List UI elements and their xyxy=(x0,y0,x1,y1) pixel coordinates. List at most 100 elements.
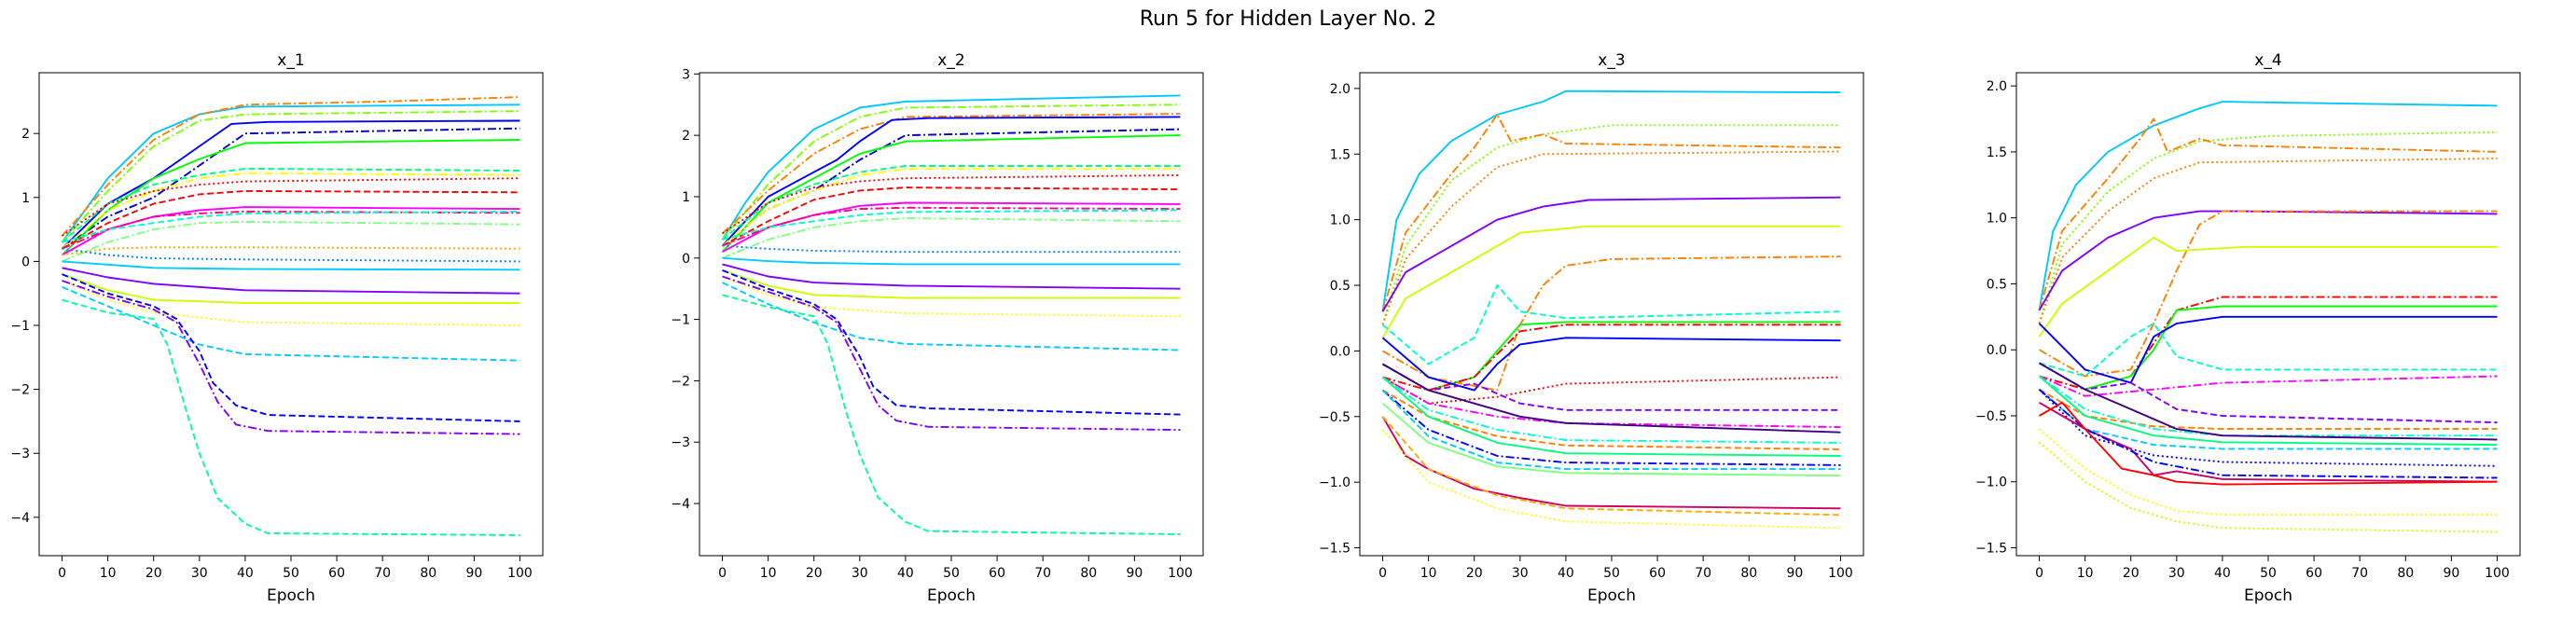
x-tick-label: 40 xyxy=(2214,566,2231,581)
x-tick-label: 60 xyxy=(1649,566,1666,581)
x-tick-label: 70 xyxy=(374,566,391,581)
series-line xyxy=(1382,376,1841,405)
y-tick-label: −4 xyxy=(10,511,30,526)
y-tick-label: 1.5 xyxy=(1987,145,2007,160)
series-line xyxy=(2038,236,2498,338)
series-line xyxy=(1381,337,1841,392)
series-line xyxy=(722,269,1181,416)
series-line xyxy=(2038,210,2498,311)
series-line xyxy=(61,167,520,243)
series-line xyxy=(61,172,520,250)
series-line xyxy=(62,285,520,362)
y-tick-label: −1.5 xyxy=(1319,542,1350,557)
series-line xyxy=(722,217,1181,259)
x-tick-label: 90 xyxy=(465,566,482,581)
series-line xyxy=(722,206,1181,247)
y-tick-label: −0.5 xyxy=(1975,409,2007,424)
series-line xyxy=(61,103,520,243)
x-axis-label: Epoch xyxy=(267,586,315,605)
y-tick-label: −1.5 xyxy=(1975,542,2007,557)
series-line xyxy=(1381,376,1841,444)
x-axis-label: Epoch xyxy=(927,586,976,605)
x-tick-label: 70 xyxy=(1695,566,1711,581)
x-tick-label: 10 xyxy=(2077,566,2094,581)
x-tick-label: 20 xyxy=(806,566,823,581)
x-tick-label: 30 xyxy=(191,566,208,581)
series-line xyxy=(61,127,520,250)
series-line xyxy=(62,273,520,422)
series-line xyxy=(2038,388,2498,479)
x-tick-label: 90 xyxy=(1786,566,1803,581)
series-line xyxy=(1381,150,1841,325)
series-line xyxy=(1381,124,1841,325)
x-tick-label: 0 xyxy=(1378,566,1387,581)
x-tick-label: 0 xyxy=(58,566,66,581)
series-line xyxy=(2039,322,2498,378)
subplot-title: x_1 xyxy=(277,51,304,70)
series-line xyxy=(1381,416,1841,517)
subplot-title: x_4 xyxy=(2254,51,2281,70)
series-line xyxy=(2039,362,2498,441)
x-tick-label: 50 xyxy=(1603,566,1620,581)
y-tick-label: −1 xyxy=(671,313,690,328)
series-line xyxy=(62,280,520,435)
series-line xyxy=(62,273,520,304)
series-line xyxy=(2038,315,2498,384)
x-tick-label: 0 xyxy=(2035,566,2043,581)
series-line xyxy=(2039,362,2498,424)
series-line xyxy=(62,206,520,256)
y-tick-label: 0.0 xyxy=(1987,343,2007,358)
series-line xyxy=(2038,101,2498,310)
series-line xyxy=(722,269,1181,299)
series-group xyxy=(61,96,520,536)
series-line xyxy=(722,275,1181,432)
series-line xyxy=(722,186,1181,247)
x-tick-label: 100 xyxy=(1828,566,1853,581)
series-line xyxy=(721,134,1181,253)
x-tick-label: 40 xyxy=(897,566,914,581)
series-line xyxy=(1381,225,1841,338)
series-line xyxy=(1382,389,1841,450)
series-group xyxy=(1381,90,1841,530)
y-tick-label: −1.0 xyxy=(1319,475,1350,490)
series-line xyxy=(2038,441,2498,533)
series-line xyxy=(62,246,520,256)
series-line xyxy=(2039,210,2498,378)
y-tick-label: −0.5 xyxy=(1319,410,1350,425)
y-tick-label: 2.0 xyxy=(1987,79,2007,94)
x-tick-label: 20 xyxy=(145,566,162,581)
subplot-x2: 0 10 20 30 40 50 60 70 80 90 100 −4 −3 −2 −1 0 1 2 3 x_2 Epo… xyxy=(671,51,1204,605)
series-line xyxy=(1382,363,1841,434)
series-line xyxy=(2038,375,2498,437)
x-axis-label: Epoch xyxy=(1587,586,1636,605)
subplot-x4: 0 10 20 30 40 50 60 70 80 90 100 −1.5 −1.0 −0.5 0.0 0.5… xyxy=(1975,51,2521,605)
x-tick-label: 100 xyxy=(507,566,533,581)
y-tick-label: 2.0 xyxy=(1330,82,1350,97)
series-line xyxy=(722,282,1181,351)
series-line xyxy=(721,173,1181,235)
y-tick-label: 1 xyxy=(21,191,30,206)
series-line xyxy=(2038,375,2498,447)
x-tick-label: 80 xyxy=(1740,566,1757,581)
y-tick-label: 0.5 xyxy=(1330,279,1350,294)
series-line xyxy=(1382,376,1841,429)
series-line xyxy=(722,294,1181,535)
subplot-x1: 0 10 20 30 40 50 60 70 80 90 100 −4 −3 −2 −1 0 1 2 x_1 Epoc… xyxy=(10,51,544,605)
x-tick-label: 80 xyxy=(1080,566,1097,581)
series-line xyxy=(721,103,1181,241)
x-tick-label: 60 xyxy=(328,566,345,581)
y-tick-label: −2 xyxy=(10,383,30,398)
series-line xyxy=(721,94,1181,241)
x-tick-label: 80 xyxy=(2397,566,2414,581)
y-tick-label: 2 xyxy=(21,127,30,142)
y-tick-label: 1 xyxy=(682,190,690,205)
series-line xyxy=(62,298,520,536)
series-line xyxy=(2039,375,2498,397)
y-tick-label: 3 xyxy=(682,67,690,82)
x-tick-label: 30 xyxy=(1512,566,1529,581)
x-tick-label: 50 xyxy=(2260,566,2277,581)
y-tick-label: −1.0 xyxy=(1975,475,2007,490)
x-tick-label: 60 xyxy=(989,566,1005,581)
series-line xyxy=(1382,321,1841,392)
series-line xyxy=(1381,284,1841,365)
